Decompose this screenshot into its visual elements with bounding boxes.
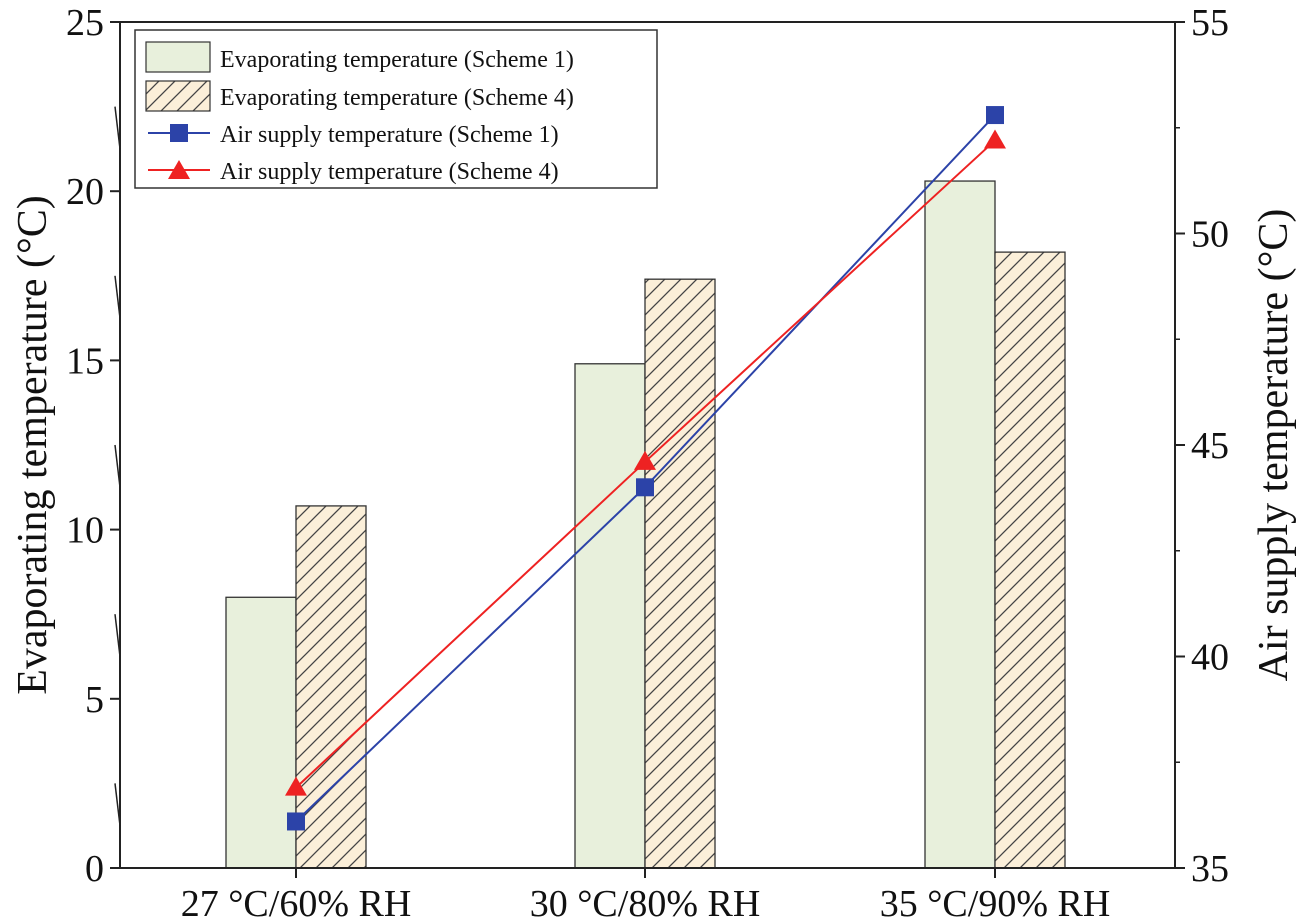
- bars-layer: [225, 180, 1066, 869]
- legend-marker-scheme-1: [170, 124, 188, 142]
- left-minor-tick: [114, 275, 121, 319]
- left-axis-title: Evaporating temperature (°C): [10, 195, 56, 695]
- bar-scheme-4-cat-3: [994, 251, 1066, 869]
- legend-swatch-bar-scheme-4: [145, 80, 211, 112]
- right-tick-label: 40: [1191, 637, 1229, 679]
- marker-scheme-1-cat-3: [986, 106, 1004, 125]
- bar-scheme-1-cat-1: [225, 596, 297, 869]
- left-tick-label: 25: [66, 2, 104, 44]
- x-tick-label: 27 °C/60% RH: [181, 883, 412, 921]
- left-axis: 0 5 10 15 20 25: [66, 2, 121, 890]
- right-tick-label: 50: [1191, 214, 1229, 256]
- left-tick-label: 15: [66, 340, 104, 382]
- bar-scheme-1-cat-3: [924, 180, 996, 869]
- bar-scheme-4-cat-2: [644, 278, 716, 869]
- legend-marker-scheme-4: [168, 160, 190, 179]
- bar-scheme-4-cat-1: [295, 505, 367, 869]
- legend-label-line-scheme-4: Air supply temperature (Scheme 4): [220, 159, 559, 185]
- marker-scheme-4-cat-3: [984, 129, 1006, 149]
- left-tick-label: 20: [66, 171, 104, 213]
- legend-swatch-bar-scheme-1: [145, 41, 211, 73]
- marker-scheme-1-cat-1: [287, 812, 305, 831]
- right-axis-title: Air supply temperature (°C): [1251, 209, 1297, 682]
- x-tick-label: 30 °C/80% RH: [530, 883, 761, 921]
- legend-label-bar-scheme-4: Evaporating temperature (Scheme 4): [220, 85, 574, 111]
- left-tick-label: 10: [66, 510, 104, 552]
- legend-box: [134, 29, 658, 189]
- right-tick-label: 55: [1191, 2, 1229, 44]
- lines-layer: [285, 106, 1006, 831]
- left-minor-tick: [114, 783, 121, 826]
- x-tick-label: 35 °C/90% RH: [880, 883, 1111, 921]
- marker-scheme-4-cat-1: [285, 776, 307, 796]
- x-axis: 27 °C/60% RH 30 °C/80% RH 35 °C/90% RH: [181, 868, 1111, 921]
- bar-scheme-1-cat-2: [574, 363, 646, 869]
- right-axis: 35 40 45 50 55: [1175, 2, 1229, 890]
- right-tick-label: 45: [1191, 425, 1229, 467]
- left-minor-tick: [114, 444, 121, 488]
- marker-scheme-4-cat-2: [634, 450, 656, 470]
- legend-label-bar-scheme-1: Evaporating temperature (Scheme 1): [220, 47, 574, 73]
- right-tick-label: 35: [1191, 848, 1229, 890]
- left-minor-tick: [114, 106, 121, 149]
- legend: Evaporating temperature (Scheme 1) Evapo…: [134, 29, 658, 189]
- left-tick-label: 5: [85, 679, 104, 721]
- left-tick-label: 0: [85, 848, 104, 890]
- left-minor-tick: [114, 614, 121, 657]
- legend-label-line-scheme-1: Air supply temperature (Scheme 1): [220, 122, 559, 148]
- marker-scheme-1-cat-2: [636, 478, 654, 497]
